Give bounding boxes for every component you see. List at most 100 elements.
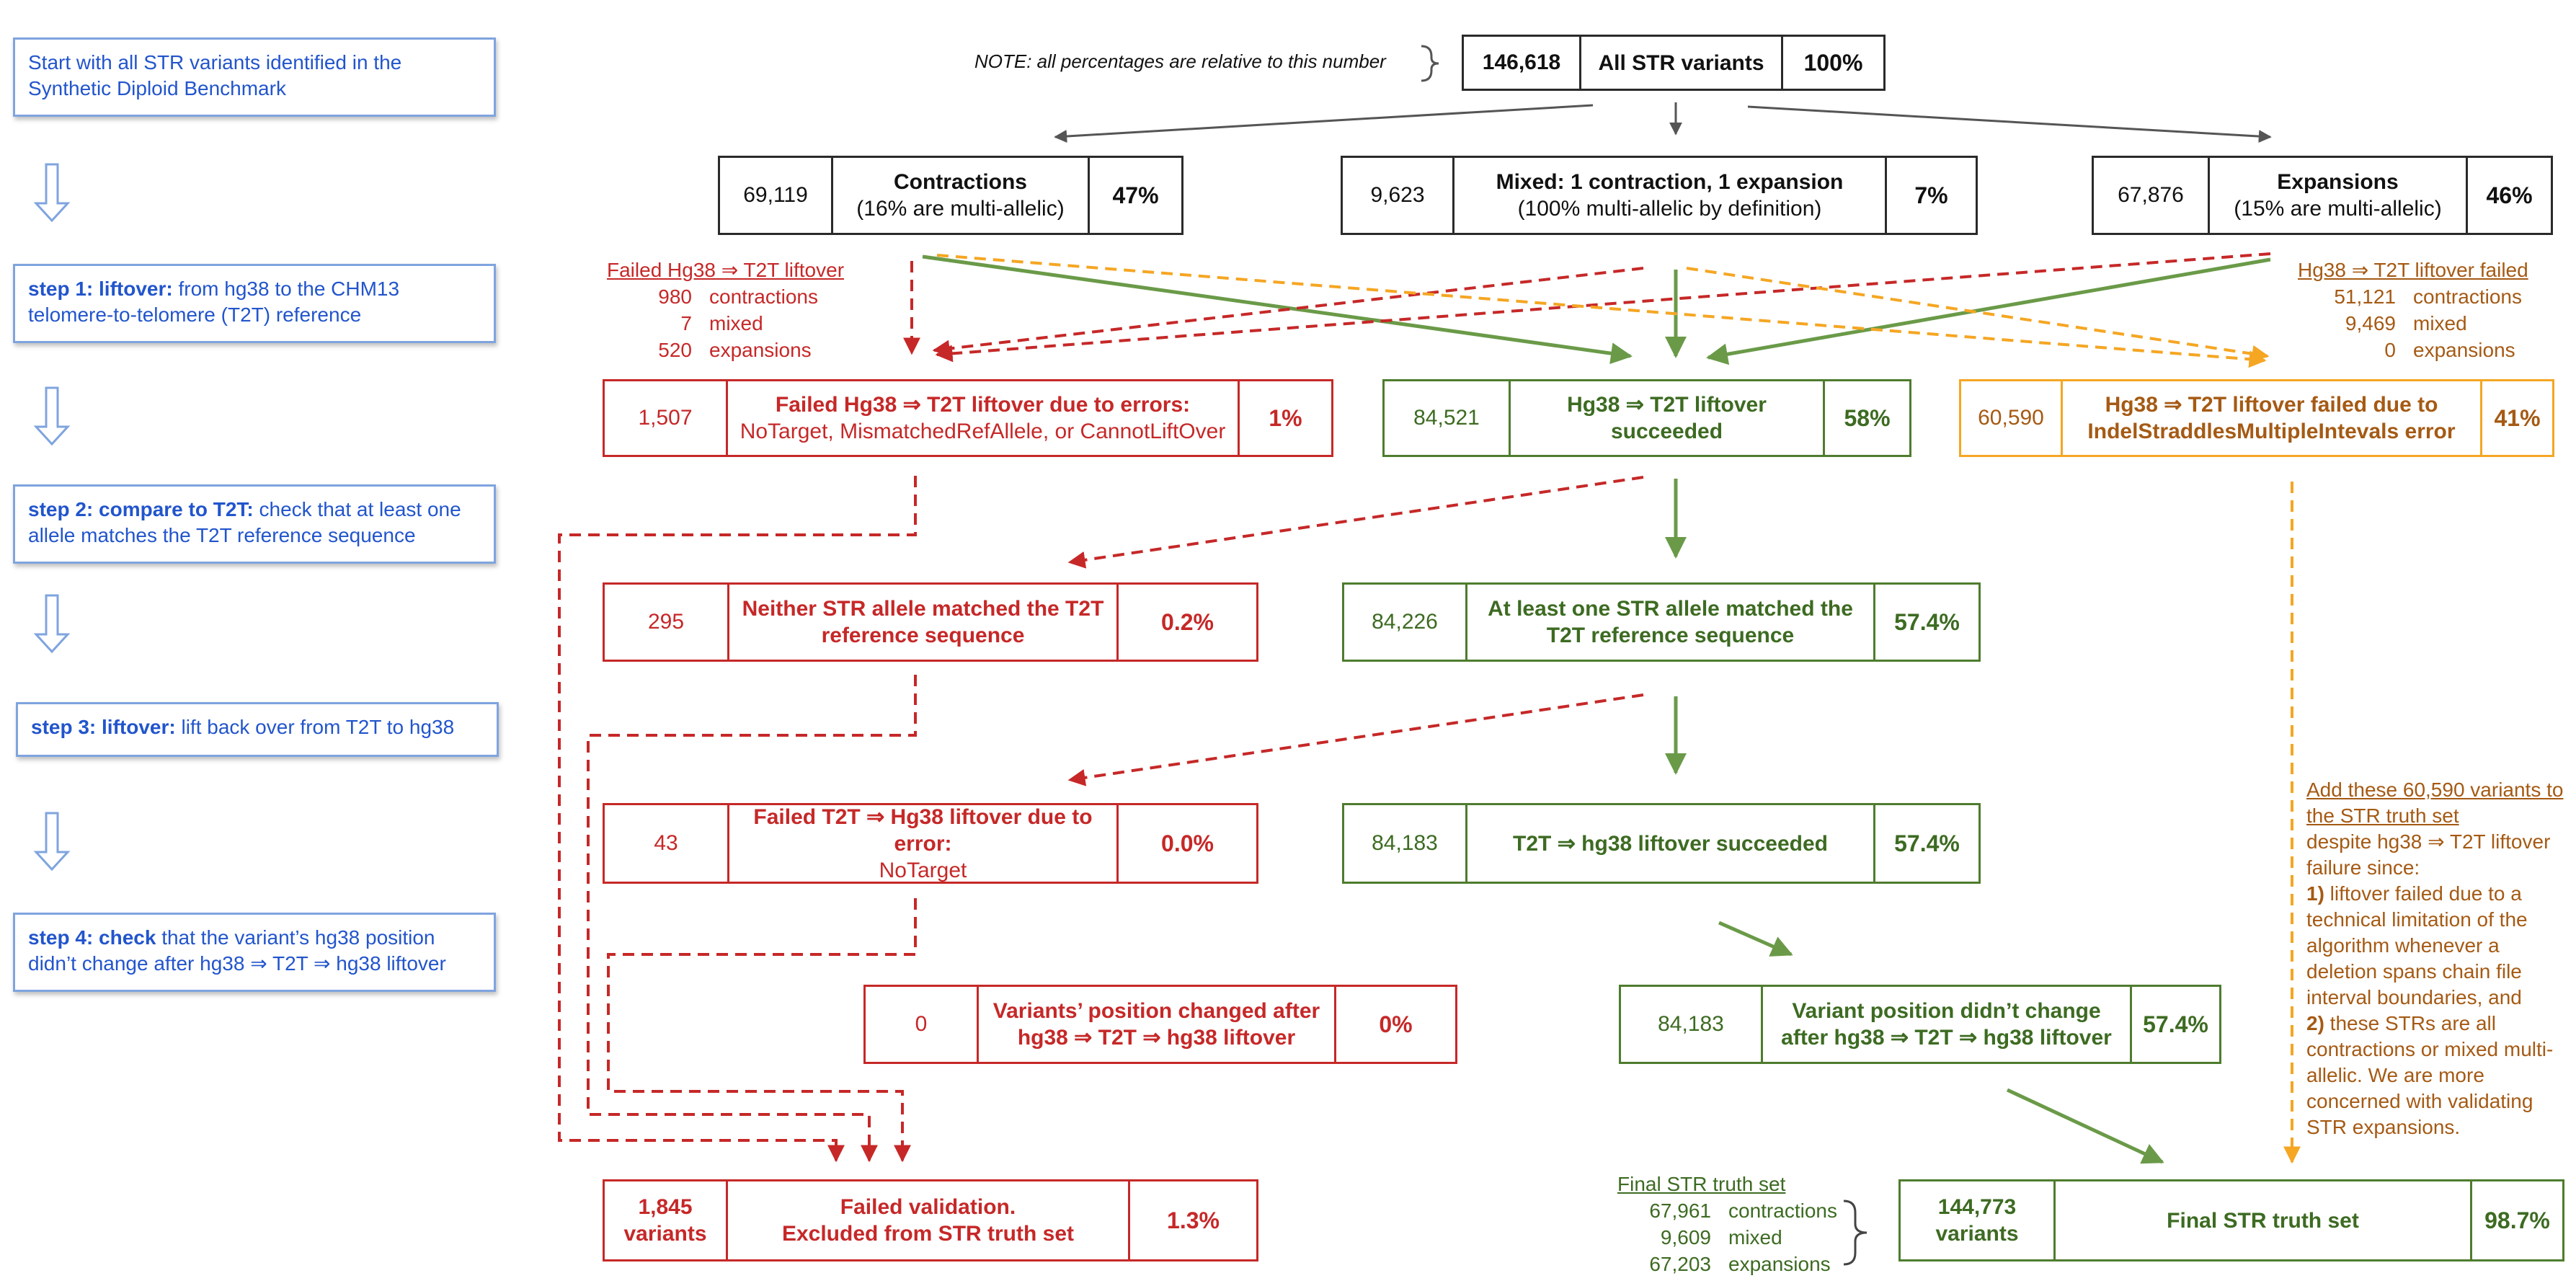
- box-position-changed-label: Variants’ position changed after hg38 ⇒ …: [977, 987, 1334, 1062]
- box-mixed-sub: (100% multi-allelic by definition): [1517, 197, 1822, 221]
- box-allele-matched: 84,226 At least one STR allele matched t…: [1342, 582, 1981, 662]
- step-arrows: [33, 163, 71, 872]
- box-position-unchanged-num: 84,183: [1658, 1012, 1724, 1036]
- step-3: step 3: liftover: lift back over from T2…: [16, 702, 499, 757]
- list-category: contractions: [709, 285, 818, 308]
- failed-liftover-title: Failed Hg38 ⇒ T2T liftover: [607, 259, 845, 281]
- list-category: expansions: [1728, 1253, 1831, 1275]
- list-count: 67,961: [1649, 1199, 1711, 1222]
- step-4: step 4: check that the variant’s hg38 po…: [13, 913, 496, 992]
- list-item: 9,469 mixed: [2298, 310, 2528, 337]
- box-position-unchanged: 84,183 Variant position didn’t change af…: [1619, 985, 2221, 1064]
- box-contractions-sub: (16% are multi-allelic): [856, 197, 1065, 221]
- box-back-liftover-succeeded: 84,183 T2T ⇒ hg38 liftover succeeded 57.…: [1342, 803, 1981, 884]
- step-3-text: lift back over from T2T to hg38: [175, 716, 455, 738]
- note-brace: [1421, 45, 1439, 82]
- failed-liftover-list: Failed Hg38 ⇒ T2T liftover 980 contractio…: [607, 257, 844, 363]
- side-note-reason-1: 1) liftover failed due to a technical li…: [2306, 881, 2566, 1011]
- box-mixed-num: 9,623: [1370, 183, 1425, 207]
- side-note-intro: despite hg38 ⇒ T2T liftover failure sinc…: [2306, 830, 2551, 879]
- list-count: 0: [2384, 339, 2396, 361]
- list-category: expansions: [709, 339, 812, 361]
- side-note: Add these 60,590 variants to the STR tru…: [2306, 777, 2566, 1140]
- box-liftover-succeeded-label: Hg38 ⇒ T2T liftover succeeded: [1509, 381, 1823, 455]
- box-mixed-pct: 7%: [1885, 158, 1976, 233]
- step-4-text: that the variant’s hg38 position didn’t …: [28, 926, 446, 975]
- side-note-marker-1: 1): [2306, 882, 2324, 905]
- box-failed-back-liftover-sub: NoTarget: [879, 858, 967, 882]
- box-contractions-title: Contractions: [893, 170, 1027, 194]
- list-count: 980: [658, 285, 692, 308]
- side-note-reason-2: 2) these STRs are all contractions or mi…: [2306, 1011, 2566, 1140]
- step-1-text: from hg38 to the CHM13 telomere-to-telom…: [28, 278, 400, 326]
- note-text: NOTE: all percentages are relative to th…: [974, 50, 1386, 72]
- box-indel-straddles-label: Hg38 ⇒ T2T liftover failed due to IndelS…: [2061, 381, 2480, 455]
- side-note-reason-1-text: liftover failed due to a technical limit…: [2306, 882, 2528, 1008]
- box-all-str: 146,618 All STR variants 100%: [1462, 35, 1886, 91]
- box-final-truth-set-unit: variants: [1935, 1222, 2019, 1246]
- box-expansions-title: Expansions: [2277, 170, 2399, 194]
- step-arrow-2: [33, 386, 71, 446]
- list-category: contractions: [1728, 1199, 1837, 1222]
- box-failed-liftover-pct: 1%: [1238, 381, 1331, 455]
- step-1: step 1: liftover: from hg38 to the CHM13…: [13, 264, 496, 343]
- list-count: 520: [658, 339, 692, 361]
- box-failed-back-liftover-title: Failed T2T ⇒ Hg38 liftover due to error:: [753, 804, 1093, 856]
- box-mixed-label: Mixed: 1 contraction, 1 expansion (100% m…: [1452, 158, 1885, 233]
- step-start-text: Start with all STR variants identified i…: [28, 51, 402, 99]
- list-category: mixed: [2413, 312, 2467, 334]
- box-expansions-label: Expansions (15% are multi-allelic): [2208, 158, 2466, 233]
- box-all-num: 146,618: [1482, 50, 1561, 74]
- list-category: contractions: [2413, 285, 2522, 308]
- box-no-allele-match-num: 295: [647, 610, 685, 634]
- box-failed-back-liftover-pct: 0.0%: [1116, 805, 1256, 882]
- box-position-changed-pct: 0%: [1334, 987, 1455, 1062]
- step-start: Start with all STR variants identified i…: [13, 37, 496, 117]
- box-allele-matched-pct: 57.4%: [1873, 585, 1978, 660]
- final-truth-list-title: Final STR truth set: [1617, 1173, 1786, 1195]
- box-contractions-pct: 47%: [1088, 158, 1181, 233]
- box-liftover-succeeded-pct: 58%: [1823, 381, 1909, 455]
- box-failed-validation: 1,845 variants Failed validation. Excluded…: [603, 1179, 1258, 1261]
- box-final-truth-set-label: Final STR truth set: [2053, 1181, 2470, 1259]
- box-contractions-num: 69,119: [743, 183, 808, 207]
- box-allele-matched-num: 84,226: [1372, 610, 1438, 634]
- box-final-truth-set: 144,773 variants Final STR truth set 98.7…: [1898, 1179, 2564, 1261]
- box-failed-validation-count: 1,845: [638, 1195, 693, 1219]
- step-3-title: step 3: liftover:: [31, 716, 176, 738]
- box-failed-back-liftover-label: Failed T2T ⇒ Hg38 liftover due to error:…: [727, 805, 1116, 882]
- box-no-allele-match-label: Neither STR allele matched the T2T refer…: [727, 585, 1116, 660]
- box-position-changed-num: 0: [915, 1012, 928, 1036]
- list-item: 51,121 contractions: [2298, 283, 2528, 310]
- list-item: 0 expansions: [2298, 337, 2528, 363]
- box-mixed-title: Mixed: 1 contraction, 1 expansion: [1496, 170, 1844, 194]
- side-note-title: Add these 60,590 variants to the STR tru…: [2306, 779, 2564, 827]
- list-item: 67,961 contractions: [1617, 1197, 1837, 1224]
- list-item: 520 expansions: [607, 337, 844, 363]
- list-item: 9,609 mixed: [1617, 1224, 1837, 1251]
- final-truth-list: Final STR truth set 67,961 contractions 9…: [1617, 1171, 1837, 1277]
- box-final-truth-set-count: 144,773: [1937, 1195, 2017, 1219]
- step-2-title: step 2: compare to T2T:: [28, 498, 254, 520]
- box-failed-back-liftover-num: 43: [654, 831, 678, 855]
- box-failed-validation-pct: 1.3%: [1128, 1181, 1256, 1259]
- list-item: 980 contractions: [607, 283, 844, 310]
- box-failed-validation-num: 1,845 variants: [605, 1181, 726, 1259]
- box-back-liftover-succeeded-label: T2T ⇒ hg38 liftover succeeded: [1465, 805, 1873, 882]
- box-all-pct: 100%: [1781, 37, 1883, 89]
- box-position-unchanged-label: Variant position didn’t change after hg3…: [1761, 987, 2130, 1062]
- box-failed-liftover-num: 1,507: [638, 406, 693, 430]
- box-expansions-sub: (15% are multi-allelic): [2234, 197, 2442, 221]
- success-arrows: [922, 254, 2271, 1164]
- box-failed-liftover-title: Failed Hg38 ⇒ T2T liftover due to errors…: [775, 393, 1191, 417]
- indel-liftover-title: Hg38 ⇒ T2T liftover failed: [2298, 259, 2528, 281]
- box-failed-validation-title: Failed validation.: [840, 1195, 1016, 1219]
- box-back-liftover-succeeded-num: 84,183: [1372, 831, 1438, 855]
- list-item: 67,203 expansions: [1617, 1251, 1837, 1277]
- box-indel-straddles: 60,590 Hg38 ⇒ T2T liftover failed due to…: [1959, 379, 2554, 457]
- box-all-label: All STR variants: [1579, 37, 1781, 89]
- side-note-marker-2: 2): [2306, 1012, 2324, 1034]
- box-indel-straddles-pct: 41%: [2480, 381, 2552, 455]
- list-category: mixed: [709, 312, 763, 334]
